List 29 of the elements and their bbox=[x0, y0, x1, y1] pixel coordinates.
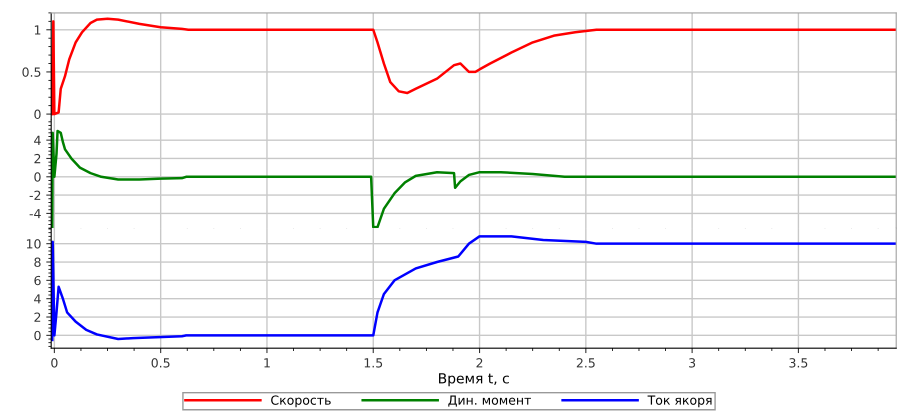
text: Скорость bbox=[271, 395, 331, 408]
x-axis-title: Время t, с bbox=[439, 373, 509, 386]
y-tick-label: 10 bbox=[26, 239, 41, 249]
y-tick-label: 0 bbox=[34, 110, 41, 120]
y-tick-label: 0 bbox=[34, 172, 41, 182]
y-tick-label: -2 bbox=[30, 190, 40, 200]
y-tick-label: 0.5 bbox=[22, 67, 40, 77]
y-tick-label: 8 bbox=[34, 257, 41, 267]
x-tick-label: 3.5 bbox=[789, 358, 808, 368]
y-tick-label: -4 bbox=[30, 209, 41, 218]
line-series bbox=[51, 130, 896, 228]
y-tick-label: 2 bbox=[34, 154, 40, 164]
text: Ток якоря bbox=[648, 396, 712, 408]
x-tick-label: 0 bbox=[51, 358, 58, 368]
y-tick-label: 6 bbox=[34, 276, 41, 286]
x-tick-label: 2.5 bbox=[576, 358, 595, 368]
x-tick-label: 3 bbox=[689, 358, 696, 368]
line-series bbox=[51, 235, 896, 342]
x-tick-label: 1 bbox=[264, 358, 270, 368]
x-tick-label: 1.5 bbox=[364, 358, 382, 368]
line-series bbox=[51, 18, 896, 116]
y-tick-label: 1 bbox=[34, 25, 40, 35]
text: Дин. момент bbox=[448, 396, 531, 407]
x-tick-label: 0.5 bbox=[152, 358, 170, 368]
y-tick-label: 0 bbox=[34, 330, 41, 340]
y-tick-label: 2 bbox=[34, 312, 40, 322]
x-tick-label: 2 bbox=[476, 358, 482, 368]
y-tick-label: 4 bbox=[34, 136, 41, 145]
y-tick-label: 4 bbox=[34, 294, 41, 304]
